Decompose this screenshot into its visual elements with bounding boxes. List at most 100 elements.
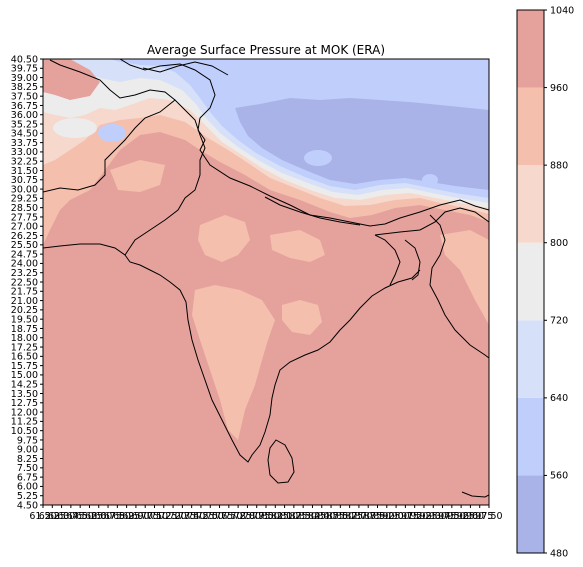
chart-title: Average Surface Pressure at MOK (ERA)	[147, 43, 385, 57]
border-afghanistan	[43, 59, 176, 193]
colorbar-tick-label: 560	[550, 471, 568, 482]
x-tick-label: 72.75	[169, 511, 196, 522]
colorbar: 1040 960 880 800 720 640 560 480	[516, 5, 574, 559]
y-tick-label: 38.25	[11, 82, 38, 93]
colorbar-tick-label: 480	[550, 548, 568, 559]
y-tick-label: 30.00	[11, 184, 38, 195]
y-tick-label: 17.25	[11, 342, 38, 353]
x-tick-label: 87.75	[355, 511, 382, 522]
y-tick-label: 12.00	[11, 407, 38, 418]
y-tick-label: 36.00	[11, 110, 38, 121]
x-tick-label: 83.25	[299, 511, 326, 522]
x-tick-label: 84.75	[317, 511, 344, 522]
colorbar-segment	[517, 320, 544, 398]
colorbar-segment	[517, 242, 544, 321]
contour-patch-3	[98, 124, 126, 142]
y-tick-label: 37.50	[11, 91, 38, 102]
x-tick-label: 74.25	[187, 511, 214, 522]
x-tick-label: 81.75	[280, 511, 307, 522]
y-tick-label: 39.00	[11, 73, 38, 84]
contour-patch-2	[422, 174, 438, 186]
x-tick-label: 70.50	[141, 511, 168, 522]
x-tick-label: 82.50	[290, 511, 317, 522]
x-tick-label: 65.25	[76, 511, 103, 522]
y-tick-label: 27.00	[11, 222, 38, 233]
y-tick-label: 4.50	[17, 500, 38, 511]
x-tick-label: 64.50	[67, 511, 94, 522]
x-tick-label: 63.75	[57, 511, 84, 522]
x-tick-label: 75.75	[206, 511, 233, 522]
y-axis-ticks: 40.5039.7539.0038.2537.5036.7536.0035.25…	[11, 54, 43, 511]
y-tick-label: 15.00	[11, 370, 38, 381]
pressure-contour-map	[43, 59, 489, 505]
x-tick-label: 62.25	[39, 511, 66, 522]
border-southeast	[461, 491, 489, 498]
x-tick-label: 91.50	[401, 511, 428, 522]
x-tick-label: 79.50	[252, 511, 279, 522]
y-tick-label: 19.50	[11, 314, 38, 325]
y-tick-label: 40.50	[11, 54, 38, 65]
colorbar-tick-label: 880	[550, 160, 568, 171]
colorbar-segment	[517, 165, 544, 243]
y-tick-label: 6.00	[17, 482, 38, 493]
x-tick-label: 76.50	[215, 511, 242, 522]
y-tick-label: 12.75	[11, 398, 38, 409]
x-tick-label: 86.25	[336, 511, 363, 522]
x-tick-label: 73.50	[178, 511, 205, 522]
colorbar-tick-label: 640	[550, 393, 568, 404]
y-tick-label: 21.00	[11, 296, 38, 307]
y-tick-label: 33.75	[11, 138, 38, 149]
contour-patch-1	[304, 150, 332, 166]
contour-east-strip	[440, 230, 489, 325]
colorbar-segment	[517, 475, 544, 553]
x-tick-label: 84.00	[308, 511, 335, 522]
y-tick-label: 23.25	[11, 268, 38, 279]
x-tick-label: 96.75	[466, 511, 493, 522]
border-pakistan	[124, 99, 206, 256]
y-tick-label: 26.25	[11, 231, 38, 242]
colorbar-tick-label: 720	[550, 316, 568, 327]
y-tick-label: 31.50	[11, 166, 38, 177]
colorbar-segment	[517, 10, 544, 88]
colorbar-segment	[517, 87, 544, 166]
x-tick-label: 93.00	[420, 511, 447, 522]
x-tick-label: 89.25	[373, 511, 400, 522]
y-tick-label: 21.75	[11, 287, 38, 298]
y-tick-label: 8.25	[17, 454, 38, 465]
x-tick-label: 90.00	[382, 511, 409, 522]
country-borders	[43, 59, 489, 498]
x-tick-label: 78.00	[234, 511, 261, 522]
x-tick-label: 75.00	[197, 511, 224, 522]
y-tick-label: 9.00	[17, 445, 38, 456]
coastline-west	[43, 243, 421, 463]
x-tick-label: 85.50	[327, 511, 354, 522]
y-tick-label: 32.25	[11, 157, 38, 168]
y-tick-label: 15.75	[11, 361, 38, 372]
y-tick-label: 10.50	[11, 426, 38, 437]
x-tick-label: 61.50	[29, 511, 56, 522]
border-central-asia	[142, 61, 229, 76]
y-tick-label: 29.25	[11, 194, 38, 205]
y-tick-label: 18.00	[11, 333, 38, 344]
y-tick-label: 25.50	[11, 240, 38, 251]
contour-480-560	[235, 98, 489, 190]
x-tick-label: 68.25	[113, 511, 140, 522]
x-tick-label: 93.75	[429, 511, 456, 522]
y-tick-label: 14.25	[11, 380, 38, 391]
x-tick-label: 63.00	[48, 511, 75, 522]
x-tick-label: 96.00	[457, 511, 484, 522]
x-tick-label: 66.00	[85, 511, 112, 522]
x-tick-label: 69.75	[132, 511, 159, 522]
y-tick-label: 33.00	[11, 147, 38, 158]
x-tick-label: 69.00	[122, 511, 149, 522]
x-tick-label: 80.25	[262, 511, 289, 522]
y-tick-label: 28.50	[11, 203, 38, 214]
y-tick-label: 18.75	[11, 324, 38, 335]
border-nepal	[264, 196, 361, 226]
y-tick-label: 39.75	[11, 64, 38, 75]
x-axis-ticks: 61.5062.2563.0063.7564.5065.2566.0066.75…	[29, 505, 503, 522]
x-tick-label: 66.75	[94, 511, 121, 522]
y-tick-label: 36.75	[11, 101, 38, 112]
x-tick-label: 88.50	[364, 511, 391, 522]
y-tick-label: 24.00	[11, 259, 38, 270]
